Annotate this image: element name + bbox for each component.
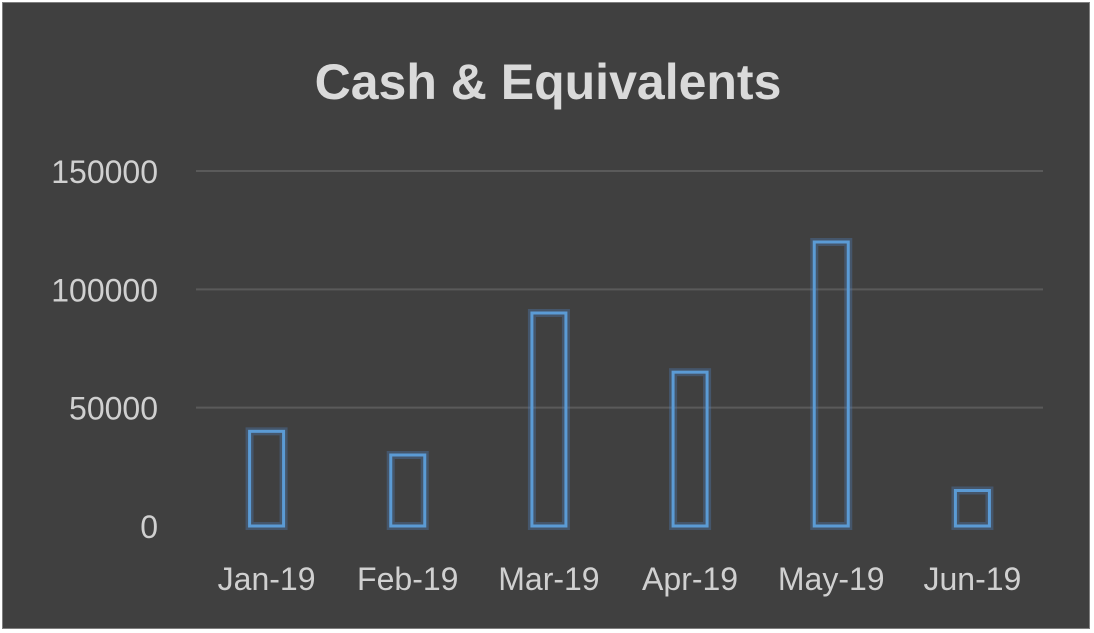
bar [812,240,850,528]
x-tick-label: May-19 [778,561,885,597]
x-axis-ticks: Jan-19 Feb-19 Mar-19 Apr-19 May-19 Jun-19 [218,561,1022,597]
x-tick-label: Jan-19 [218,561,316,597]
y-tick-label: 0 [140,509,158,545]
x-tick-label: Apr-19 [642,561,738,597]
x-tick-label: Jun-19 [923,561,1021,597]
bar-glow [951,486,994,530]
y-axis-ticks: 0 50000 100000 150000 [51,154,158,545]
bar-glow [810,238,853,530]
bar [248,429,286,528]
gridlines [196,170,1043,409]
chart-title: Cash & Equivalents [315,54,782,110]
bar-glow [669,368,712,530]
y-tick-label: 150000 [51,154,158,190]
bar [671,370,709,528]
bar [389,453,427,528]
bar-glow [386,451,429,530]
bars [245,238,994,531]
x-tick-label: Mar-19 [498,561,599,597]
y-tick-label: 100000 [51,272,158,308]
x-tick-label: Feb-19 [357,561,458,597]
y-tick-label: 50000 [69,391,158,427]
bar-chart: Cash & Equivalents 0 50000 100000 150000 Ja… [51,54,1043,597]
bar [530,311,568,528]
bar-glow [245,427,288,531]
bar [953,489,991,528]
bar-glow [527,309,570,530]
